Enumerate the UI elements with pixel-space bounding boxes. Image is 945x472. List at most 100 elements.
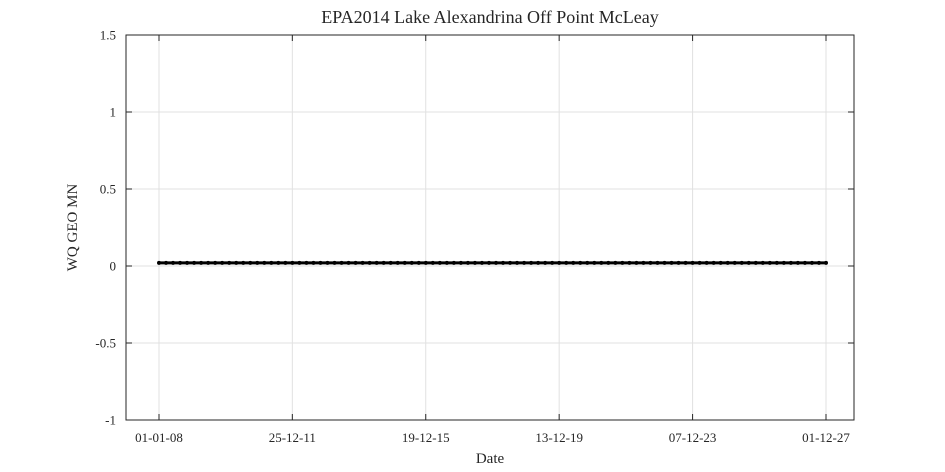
series-marker: [795, 260, 800, 265]
series-marker: [781, 260, 786, 265]
series-marker: [543, 260, 548, 265]
series-marker: [360, 260, 365, 265]
series-marker: [178, 260, 183, 265]
series-marker: [311, 260, 316, 265]
series-marker: [557, 260, 562, 265]
series-marker: [508, 260, 513, 265]
series-marker: [515, 260, 520, 265]
x-tick-label: 01-01-08: [135, 430, 183, 445]
series-marker: [788, 260, 793, 265]
series-marker: [718, 260, 723, 265]
ticks: 01-01-08 25-12-11 19-12-15 13-12-19 07-12-23…: [95, 28, 854, 445]
series-marker: [255, 260, 260, 265]
series-layer: [157, 260, 828, 265]
series-marker: [725, 260, 730, 265]
x-tick-label: 19-12-15: [402, 430, 450, 445]
series-marker: [564, 260, 569, 265]
series-marker: [164, 260, 169, 265]
series-marker: [585, 260, 590, 265]
x-axis-label: Date: [476, 451, 505, 467]
series-marker: [248, 260, 253, 265]
series-marker: [381, 260, 386, 265]
series-marker: [802, 260, 807, 265]
series-marker: [486, 260, 491, 265]
series: [157, 260, 828, 265]
series-marker: [809, 260, 814, 265]
series-marker: [185, 260, 190, 265]
series-marker: [529, 260, 534, 265]
series-marker: [220, 260, 225, 265]
y-tick-label: 1.5: [100, 28, 116, 43]
series-marker: [290, 260, 295, 265]
series-marker: [297, 260, 302, 265]
series-marker: [465, 260, 470, 265]
series-marker: [522, 260, 527, 265]
series-marker: [816, 260, 821, 265]
series-marker: [388, 260, 393, 265]
series-marker: [606, 260, 611, 265]
y-tick-label: 0.5: [100, 182, 116, 197]
series-marker: [206, 260, 211, 265]
series-marker: [732, 260, 737, 265]
series-marker: [746, 260, 751, 265]
series-marker: [192, 260, 197, 265]
x-tick-label: 25-12-11: [269, 430, 316, 445]
series-marker: [599, 260, 604, 265]
series-marker: [613, 260, 618, 265]
series-marker: [367, 260, 372, 265]
series-marker: [494, 260, 499, 265]
series-marker: [690, 260, 695, 265]
series-marker: [353, 260, 358, 265]
series-marker: [423, 260, 428, 265]
series-marker: [402, 260, 407, 265]
series-marker: [171, 260, 176, 265]
y-axis-label: WQ GEO MN: [65, 184, 81, 272]
series-marker: [627, 260, 632, 265]
series-marker: [683, 260, 688, 265]
series-marker: [739, 260, 744, 265]
series-marker: [536, 260, 541, 265]
series-marker: [395, 260, 400, 265]
series-marker: [648, 260, 653, 265]
series-marker: [676, 260, 681, 265]
series-marker: [458, 260, 463, 265]
series-marker: [346, 260, 351, 265]
series-marker: [332, 260, 337, 265]
series-marker: [669, 260, 674, 265]
plot-area: [125, 34, 855, 421]
series-marker: [711, 260, 716, 265]
series-marker: [234, 260, 239, 265]
series-marker: [339, 260, 344, 265]
series-marker: [283, 260, 288, 265]
series-marker: [227, 260, 232, 265]
series-marker: [437, 260, 442, 265]
series-marker: [409, 260, 414, 265]
series-marker: [213, 260, 218, 265]
series-marker: [662, 260, 667, 265]
series-marker: [767, 260, 772, 265]
series-marker: [451, 260, 456, 265]
y-tick-label: -1: [105, 413, 116, 428]
series-marker: [199, 260, 204, 265]
series-marker: [269, 260, 274, 265]
series-marker: [479, 260, 484, 265]
series-marker: [472, 260, 477, 265]
series-marker: [641, 260, 646, 265]
series-marker: [620, 260, 625, 265]
series-marker: [774, 260, 779, 265]
y-tick-label: -0.5: [95, 336, 116, 351]
series-marker: [430, 260, 435, 265]
series-marker: [592, 260, 597, 265]
series-marker: [501, 260, 506, 265]
series-marker: [416, 260, 421, 265]
series-marker: [241, 260, 246, 265]
chart-title: EPA2014 Lake Alexandrina Off Point McLea…: [321, 7, 658, 27]
series-marker: [704, 260, 709, 265]
series-marker: [753, 260, 758, 265]
series-marker: [697, 260, 702, 265]
series-marker: [374, 260, 379, 265]
series-marker: [550, 260, 555, 265]
series-marker: [578, 260, 583, 265]
